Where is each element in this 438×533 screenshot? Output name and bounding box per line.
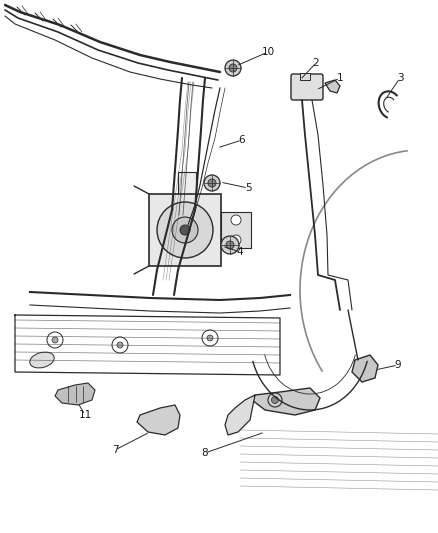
Circle shape xyxy=(229,64,237,72)
Polygon shape xyxy=(225,395,255,435)
Polygon shape xyxy=(325,80,340,93)
Polygon shape xyxy=(300,73,310,80)
Circle shape xyxy=(47,332,63,348)
Circle shape xyxy=(231,235,241,245)
Text: 6: 6 xyxy=(239,135,245,145)
Circle shape xyxy=(204,175,220,191)
Ellipse shape xyxy=(30,352,54,368)
Polygon shape xyxy=(55,383,95,405)
Circle shape xyxy=(226,241,234,249)
Polygon shape xyxy=(252,388,320,415)
Circle shape xyxy=(221,236,239,254)
Text: 11: 11 xyxy=(78,410,92,420)
Text: 5: 5 xyxy=(245,183,251,193)
Text: 1: 1 xyxy=(337,73,343,83)
Circle shape xyxy=(207,335,213,341)
Circle shape xyxy=(52,337,58,343)
Polygon shape xyxy=(137,405,180,435)
Circle shape xyxy=(202,330,218,346)
Text: 9: 9 xyxy=(395,360,401,370)
Bar xyxy=(149,194,221,266)
Polygon shape xyxy=(221,212,251,248)
Bar xyxy=(178,172,196,200)
Text: 7: 7 xyxy=(112,445,118,455)
Circle shape xyxy=(225,60,241,76)
Circle shape xyxy=(180,225,190,235)
Circle shape xyxy=(157,202,213,258)
Circle shape xyxy=(112,337,128,353)
FancyBboxPatch shape xyxy=(291,74,323,100)
Circle shape xyxy=(172,217,198,243)
Circle shape xyxy=(117,342,123,348)
Polygon shape xyxy=(352,355,378,382)
Text: 4: 4 xyxy=(237,247,244,257)
Text: 10: 10 xyxy=(261,47,275,57)
Circle shape xyxy=(231,215,241,225)
Text: 8: 8 xyxy=(201,448,208,458)
Circle shape xyxy=(272,397,279,403)
Text: 3: 3 xyxy=(397,73,403,83)
Circle shape xyxy=(208,179,216,187)
Text: 2: 2 xyxy=(313,58,319,68)
Circle shape xyxy=(268,393,282,407)
